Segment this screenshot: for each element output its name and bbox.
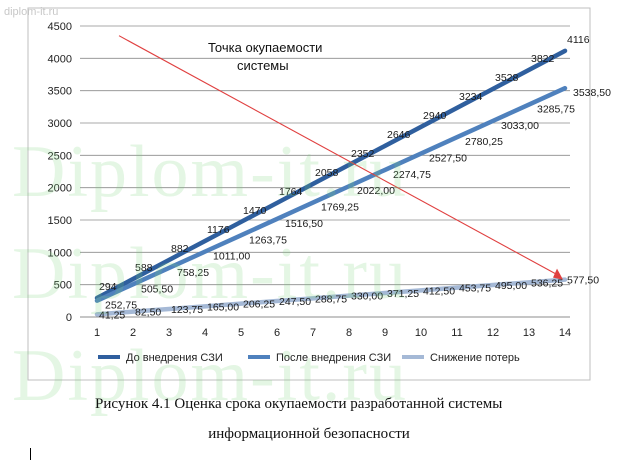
annotation-line1: Точка окупаемости xyxy=(208,40,322,55)
y-tick-label: 0 xyxy=(66,312,72,324)
data-label: 2780,25 xyxy=(465,136,503,148)
data-label: 1769,25 xyxy=(321,202,359,214)
chart-legend: До внедрения СЗИ После внедрения СЗИ Сниже… xyxy=(98,352,520,364)
text-cursor xyxy=(30,448,31,460)
annotation-line2: системы xyxy=(237,58,289,73)
x-tick-label: 4 xyxy=(202,327,208,339)
series-line-3 xyxy=(94,277,568,317)
x-tick-label: 7 xyxy=(310,327,316,339)
data-label: 2058 xyxy=(315,167,339,179)
data-label: 2274,75 xyxy=(393,169,431,181)
data-label: 1516,50 xyxy=(285,218,323,230)
series-line-1 xyxy=(94,48,568,301)
data-label: 3033,00 xyxy=(501,120,539,132)
data-label: 3538,50 xyxy=(573,87,611,99)
x-tick-label: 2 xyxy=(130,327,136,339)
chart-border xyxy=(27,7,591,381)
data-label: 1470 xyxy=(243,205,267,217)
data-label: 2352 xyxy=(351,148,375,160)
data-label: 1011,00 xyxy=(213,251,250,263)
data-label: 3234 xyxy=(459,91,483,103)
x-axis: 1 2 3 4 5 6 7 8 9 10 11 12 13 14 xyxy=(80,316,571,339)
watermark-small: diplom-it.ru xyxy=(4,6,59,18)
x-tick-label: 5 xyxy=(238,327,244,339)
data-label: 206,25 xyxy=(243,299,275,311)
data-label: 247,50 xyxy=(279,296,311,308)
y-axis: 0 500 1000 1500 2000 2500 3000 3500 4000 4500 xyxy=(48,21,72,324)
data-label: 453,75 xyxy=(459,283,491,295)
data-label: 495,00 xyxy=(495,280,527,292)
x-tick-label: 6 xyxy=(274,327,280,339)
legend-label: После внедрения СЗИ xyxy=(276,352,391,364)
figure-caption-line2: информационной безопасности xyxy=(208,426,410,442)
data-label: 1764 xyxy=(279,186,303,198)
data-label: 2940 xyxy=(423,110,447,122)
data-label: 536,25 xyxy=(531,277,563,289)
watermark-big-2: Diplom-it.ru xyxy=(12,233,409,315)
y-tick-label: 4000 xyxy=(48,53,72,65)
payback-arrowhead xyxy=(553,268,563,280)
data-label: 2022,00 xyxy=(357,185,395,197)
x-tick-label: 12 xyxy=(487,327,499,339)
data-label: 2646 xyxy=(387,129,411,141)
data-label: 758,25 xyxy=(177,267,209,279)
data-label: 1263,75 xyxy=(249,234,287,246)
data-label: 294 xyxy=(99,281,117,293)
x-tick-label: 10 xyxy=(415,327,427,339)
series-line-2 xyxy=(94,85,568,303)
data-label: 3285,75 xyxy=(537,104,575,116)
data-label: 412,50 xyxy=(423,285,455,297)
x-tick-label: 3 xyxy=(166,327,172,339)
chart-series xyxy=(94,35,568,317)
x-tick-label: 14 xyxy=(559,327,571,339)
data-label: 3822 xyxy=(531,53,555,65)
y-tick-label: 3000 xyxy=(48,118,72,130)
data-label: 371,25 xyxy=(387,288,419,300)
y-tick-label: 2000 xyxy=(48,183,72,195)
data-label: 82,50 xyxy=(135,307,161,319)
data-label: 577,50 xyxy=(567,275,599,287)
data-label: 588 xyxy=(135,262,153,274)
x-tick-label: 11 xyxy=(451,327,462,339)
data-label: 41,25 xyxy=(99,309,125,321)
data-label: 505,50 xyxy=(141,283,173,295)
y-tick-label: 2500 xyxy=(48,150,72,162)
x-tick-label: 13 xyxy=(523,327,535,339)
x-tick-label: 1 xyxy=(94,327,100,339)
data-label: 3528 xyxy=(495,72,519,84)
data-label: 1176 xyxy=(207,224,230,236)
legend-label: Снижение потерь xyxy=(430,352,520,364)
payback-arrow-line xyxy=(118,35,560,277)
y-tick-label: 4500 xyxy=(48,21,72,33)
y-tick-label: 3500 xyxy=(48,86,72,98)
x-tick-label: 9 xyxy=(382,327,388,339)
data-label: 4116 xyxy=(567,34,590,46)
legend-label: До внедрения СЗИ xyxy=(126,352,223,364)
figure-caption-line1: Рисунок 4.1 Оценка срока окупаемости раз… xyxy=(95,396,503,412)
data-label: 330,00 xyxy=(351,291,383,303)
data-labels: 294 588 882 1176 1470 1764 2058 2352 2646 2940 323… xyxy=(99,34,611,322)
watermark-big-3: Diplom-it.ru xyxy=(12,335,409,417)
data-label: 123,75 xyxy=(171,304,203,316)
data-label: 165,00 xyxy=(207,301,239,313)
y-tick-label: 500 xyxy=(54,280,72,292)
data-label: 288,75 xyxy=(315,293,347,305)
x-tick-label: 8 xyxy=(346,327,352,339)
data-label: 2527,50 xyxy=(429,153,467,165)
watermark-big-1: Diplom-it.ru xyxy=(12,131,409,213)
data-label: 252,75 xyxy=(105,300,137,312)
data-label: 882 xyxy=(171,243,189,255)
y-tick-label: 1000 xyxy=(48,247,72,259)
y-tick-label: 1500 xyxy=(48,215,72,227)
